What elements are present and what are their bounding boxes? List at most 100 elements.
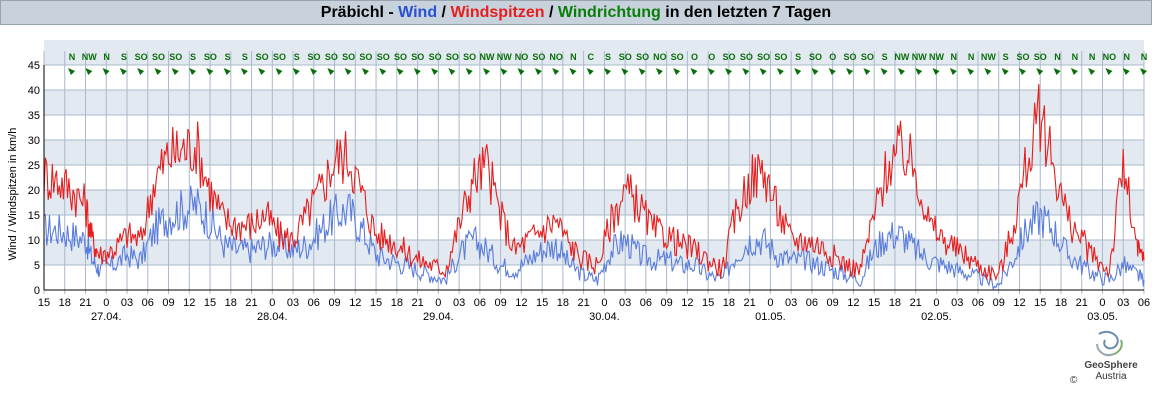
direction-arrow-icon <box>154 68 162 75</box>
direction-arrow-icon <box>915 68 923 75</box>
title-station: Präbichl <box>320 3 384 21</box>
title-slash: / <box>544 3 558 21</box>
x-tick-label: 15 <box>370 297 382 309</box>
direction-label: SO <box>809 52 822 62</box>
direction-arrow-icon <box>310 68 318 75</box>
direction-arrow-icon <box>552 68 560 75</box>
direction-label: N <box>69 52 76 62</box>
direction-arrow-icon <box>967 68 975 75</box>
direction-arrow-icon <box>932 68 940 75</box>
title-slash: / <box>437 3 451 21</box>
x-tick-label: 0 <box>103 297 109 309</box>
x-tick-label: 03 <box>785 297 797 309</box>
direction-label: NW <box>912 52 927 62</box>
direction-arrow-icon <box>863 68 871 75</box>
x-date-label: 02.05. <box>921 311 952 323</box>
x-tick-label: 09 <box>328 297 340 309</box>
direction-arrow-icon <box>482 68 490 75</box>
direction-label: S <box>121 52 127 62</box>
x-date-label: 03.05. <box>1087 311 1118 323</box>
direction-label: SO <box>446 52 459 62</box>
direction-arrow-icon <box>119 68 127 75</box>
direction-row: N NW N S SO SO SO S SO S S SO SO S SO SO SO SO SO SO SO SO SO S… <box>68 52 1147 75</box>
x-tick-label: 09 <box>827 297 839 309</box>
direction-label: N <box>968 52 975 62</box>
direction-label: S <box>294 52 300 62</box>
x-tick-label: 0 <box>269 297 275 309</box>
direction-arrow-icon <box>258 68 266 75</box>
direction-arrow-icon <box>811 68 819 75</box>
band <box>44 40 1144 65</box>
direction-arrow-icon <box>1018 68 1026 75</box>
y-tick-label: 25 <box>28 160 40 172</box>
direction-arrow-icon <box>707 68 715 75</box>
direction-arrow-icon <box>569 68 577 75</box>
direction-label: N <box>1123 52 1130 62</box>
x-tick-label: 21 <box>1076 297 1088 309</box>
background-bands <box>44 40 1144 265</box>
direction-arrow-icon <box>880 68 888 75</box>
y-tick-label: 10 <box>28 235 40 247</box>
direction-arrow-icon <box>171 68 179 75</box>
x-axis: 15 18 21 0 03 06 09 12 15 18 21 0 03 06 09 12 15 18 21 0 03 0… <box>38 289 1150 323</box>
direction-arrow-icon <box>396 68 404 75</box>
x-tick-label: 21 <box>577 297 589 309</box>
direction-arrow-icon <box>690 68 698 75</box>
direction-label: S <box>795 52 801 62</box>
x-tick-label: 15 <box>536 297 548 309</box>
x-tick-label: 0 <box>1099 297 1105 309</box>
direction-arrow-icon <box>1105 68 1113 75</box>
direction-arrow-icon <box>292 68 300 75</box>
direction-label: NO <box>1103 52 1117 62</box>
x-tick-label: 03 <box>453 297 465 309</box>
direction-arrow-icon <box>1001 68 1009 75</box>
direction-arrow-icon <box>1088 68 1096 75</box>
x-tick-label: 03 <box>619 297 631 309</box>
direction-label: SO <box>636 52 649 62</box>
direction-arrow-icon <box>621 68 629 75</box>
direction-label: SO <box>411 52 424 62</box>
x-tick-label: 21 <box>910 297 922 309</box>
x-tick-label: 09 <box>661 297 673 309</box>
direction-label: N <box>1141 52 1148 62</box>
x-date-label: 28.04. <box>257 311 288 323</box>
direction-arrow-icon <box>846 68 854 75</box>
x-date-label: 29.04. <box>423 311 454 323</box>
direction-arrow-icon <box>897 68 905 75</box>
direction-label: S <box>242 52 248 62</box>
x-tick-label: 09 <box>993 297 1005 309</box>
direction-arrow-icon <box>379 68 387 75</box>
direction-arrow-icon <box>984 68 992 75</box>
direction-arrow-icon <box>344 68 352 75</box>
direction-arrow-icon <box>655 68 663 75</box>
direction-label: NW <box>929 52 944 62</box>
y-tick-label: 30 <box>28 135 40 147</box>
x-tick-label: 21 <box>79 297 91 309</box>
x-tick-label: 09 <box>162 297 174 309</box>
direction-arrow-icon <box>1036 68 1044 75</box>
direction-arrow-icon <box>638 68 646 75</box>
direction-arrow-icon <box>431 68 439 75</box>
direction-arrow-icon <box>586 68 594 75</box>
x-tick-label: 0 <box>767 297 773 309</box>
x-tick-label: 12 <box>1013 297 1025 309</box>
direction-arrow-icon <box>776 68 784 75</box>
x-tick-label: 12 <box>349 297 361 309</box>
x-tick-label: 12 <box>681 297 693 309</box>
direction-arrow-icon <box>725 68 733 75</box>
direction-label: SO <box>256 52 269 62</box>
x-tick-label: 15 <box>868 297 880 309</box>
direction-label: O <box>708 52 715 62</box>
direction-label: SO <box>723 52 736 62</box>
x-tick-label: 18 <box>59 297 71 309</box>
direction-arrow-icon <box>223 68 231 75</box>
x-tick-label: 18 <box>557 297 569 309</box>
direction-arrow-icon <box>1070 68 1078 75</box>
x-tick-label: 06 <box>1138 297 1150 309</box>
direction-arrow-icon <box>189 68 197 75</box>
x-tick-label: 06 <box>142 297 154 309</box>
direction-label: SO <box>671 52 684 62</box>
x-tick-label: 03 <box>121 297 133 309</box>
direction-label: O <box>691 52 698 62</box>
direction-label: SO <box>152 52 165 62</box>
